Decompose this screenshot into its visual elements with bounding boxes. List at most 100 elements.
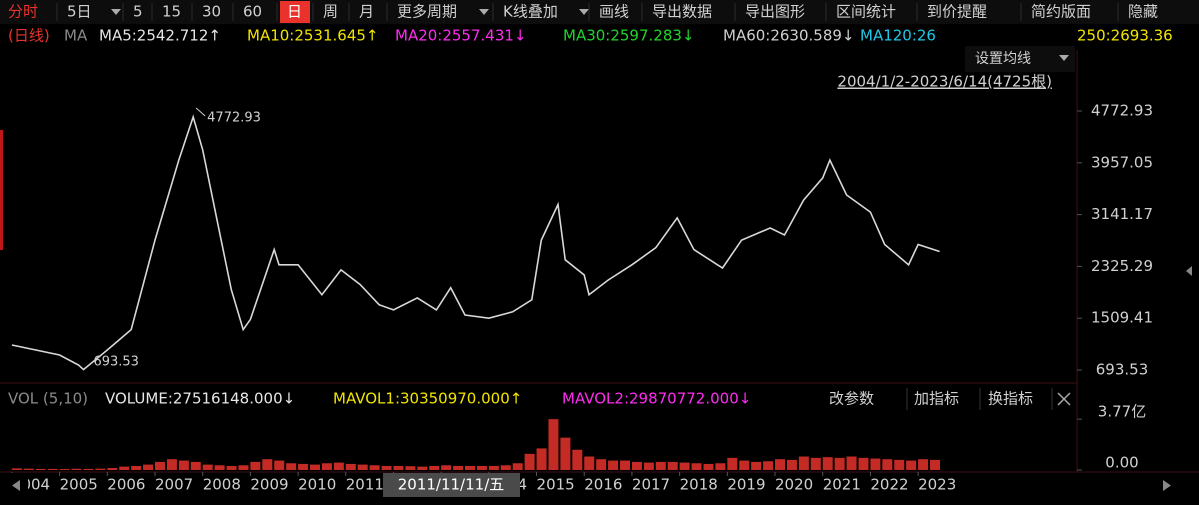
volume-bar [500,465,511,470]
volume-bar [190,461,201,470]
volume-bar [798,456,809,470]
volume-indicator: MAVOL2:29870772.000↓ [562,390,751,408]
volume-bar [882,459,893,470]
toolbar-item[interactable]: K线叠加 [503,3,558,21]
btn-add-indicator[interactable]: 加指标 [914,390,959,408]
scroll-right[interactable] [1163,480,1171,491]
volume-bar [596,459,607,470]
volume-bar [727,457,738,470]
toolbar-item[interactable]: 分时 [8,3,38,21]
toolbar-item[interactable]: 到价提醒 [927,3,987,21]
scroll-left[interactable] [12,480,20,491]
ma-value: 250:2693.36 [1077,27,1173,45]
volume-bar [441,465,452,470]
high-label: 4772.93 [207,111,261,126]
volume-bar [393,465,404,470]
toolbar-item[interactable]: 更多周期 [397,3,457,21]
volume-bar [930,459,941,470]
crosshair-box [383,473,520,497]
toolbar-item[interactable]: 日 [287,3,302,21]
x-tick-label: 2021 [823,476,861,494]
toolbar-item[interactable]: 30 [202,3,221,21]
y-tick-label: 0.00 [1105,454,1138,472]
volume-bar [238,465,249,470]
x-tick-label: 2009 [250,476,288,494]
x-tick-label: 2020 [775,476,813,494]
x-tick-label: 2015 [537,476,575,494]
high-pointer [195,107,206,117]
volume-bar [906,460,917,470]
volume-bar [775,459,786,470]
y-tick-label: 3141.17 [1091,205,1153,223]
volume-bar [155,461,166,470]
toolbar-item[interactable]: 简约版面 [1031,3,1091,21]
ma-value: MA5:2542.712↑ [99,27,221,45]
volume-bar [202,464,213,470]
ma-value: MA60:2630.589↓ [723,27,854,45]
volume-bar [357,464,368,470]
volume-bar [107,467,118,470]
volume-bar [310,464,321,470]
toolbar-item[interactable]: 导出图形 [745,3,805,21]
volume-bar [345,463,356,470]
volume-bar [35,468,46,470]
toolbar-item[interactable]: 15 [162,3,181,21]
ma-settings[interactable]: 设置均线 [975,51,1031,67]
volume-bar [143,464,154,470]
dropdown-arrow [579,9,589,15]
toolbar-item[interactable]: 5日 [67,3,92,21]
ma-value: MA20:2557.431↓ [395,27,526,45]
toolbar-item[interactable]: 60 [243,3,262,21]
volume-bar [95,468,106,470]
volume-bar [739,460,750,470]
low-label: 693.53 [93,355,139,370]
volume-indicator: VOLUME:27516148.000↓ [105,390,295,408]
volume-bar [131,465,142,470]
x-tick-label: 2005 [60,476,98,494]
volume-bar [620,460,631,470]
btn-params[interactable]: 改参数 [829,390,874,408]
volume-bar [47,468,58,470]
ma-value: MA30:2597.283↓ [563,27,694,45]
toolbar-item[interactable]: 月 [359,3,374,21]
toolbar-item[interactable]: 周 [323,3,338,21]
toolbar-item[interactable]: 5 [133,3,143,21]
axis-handle[interactable] [1186,266,1192,276]
toolbar-item[interactable]: 导出数据 [652,3,712,21]
ma-value: MA120:26 [860,27,936,45]
toolbar-item[interactable]: 区间统计 [836,3,896,21]
x-tick-label: 2006 [107,476,145,494]
volume-bar [23,468,34,470]
volume-bar [214,465,225,470]
x-tick-label: 2017 [632,476,670,494]
volume-bar [643,462,654,470]
volume-bar [858,457,869,470]
volume-bar [405,466,416,470]
toolbar-item[interactable]: 画线 [599,3,629,21]
volume-bar [417,466,428,470]
volume-bar [584,456,595,470]
volume-bar [226,465,237,470]
close-icon[interactable] [1057,392,1071,406]
volume-bar [834,457,845,470]
volume-bar [870,458,881,470]
y-tick-label: 1509.41 [1091,309,1153,327]
volume-bar [715,463,726,470]
volume-bar [524,453,535,470]
volume-bar [846,456,857,470]
btn-switch-indicator[interactable]: 换指标 [988,390,1033,408]
volume-bar [608,460,619,470]
ma-value: MA10:2531.645↑ [247,27,378,45]
x-tick-label: 2023 [918,476,956,494]
volume-bar [178,460,189,470]
volume-bar [691,463,702,470]
volume-bar [822,457,833,470]
volume-bar [655,461,666,470]
x-tick-label: 2010 [298,476,336,494]
toolbar-item[interactable]: 隐藏 [1128,3,1158,21]
volume-bar [250,461,261,470]
volume-bar [548,419,559,470]
x-tick-label: 2011 [346,476,384,494]
volume-bar [298,463,309,470]
